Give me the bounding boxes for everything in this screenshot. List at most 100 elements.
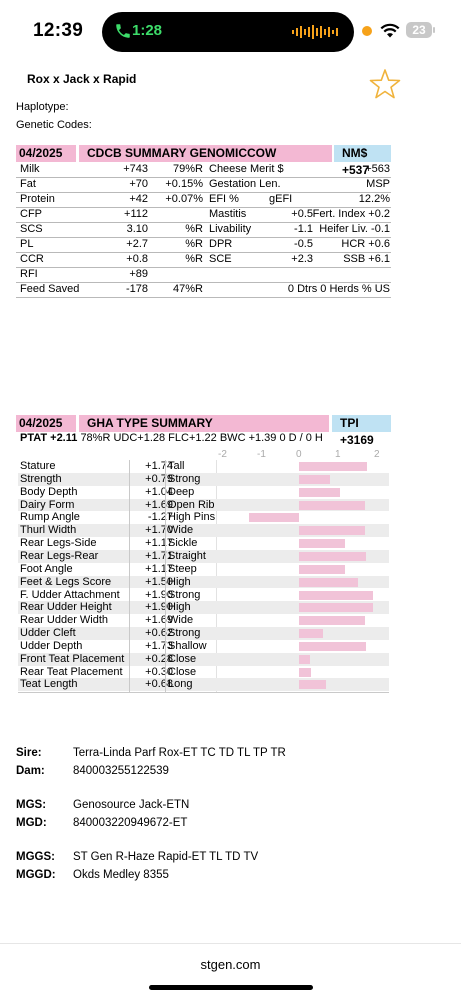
- trait-value: +1.04: [145, 485, 173, 498]
- trait-name: Udder Cleft: [20, 627, 76, 640]
- genomic-cell: %R: [185, 253, 203, 265]
- genomic-cell: MSP: [366, 178, 390, 190]
- genomic-cell: DPR: [209, 238, 233, 250]
- recording-indicator: [362, 26, 372, 36]
- trait-name: Udder Depth: [20, 639, 83, 652]
- home-indicator[interactable]: [149, 985, 313, 990]
- pedigree-value: 840003220949672-ET: [73, 817, 188, 829]
- genomic-cell: Feed Saved: [20, 283, 80, 295]
- website-link[interactable]: stgen.com: [200, 957, 261, 972]
- trait-bar: [299, 551, 366, 561]
- pedigree-label: MGGS:: [16, 851, 55, 863]
- trait-descriptor: Straight: [168, 549, 206, 562]
- trait-row: Rear Legs-Rear +1.71 Straight: [18, 549, 389, 563]
- trait-bar: [299, 590, 374, 600]
- trait-row: Udder Depth +1.73 Shallow: [18, 640, 389, 653]
- trait-descriptor: Steep: [168, 562, 197, 575]
- trait-value: +0.30: [145, 665, 173, 678]
- trait-descriptor: Wide: [168, 524, 194, 537]
- genomic-cell: %R: [185, 238, 203, 250]
- trait-bar: [299, 462, 367, 471]
- scale-tick-label: 0: [296, 449, 302, 460]
- pedigree-label: MGGD:: [16, 869, 56, 881]
- genomic-cell: CFP: [20, 208, 42, 220]
- trait-descriptor: Close: [168, 652, 197, 665]
- genomic-cell: 47%R: [173, 283, 203, 295]
- trait-value: +0.28: [145, 652, 173, 665]
- trait-bar: [299, 616, 365, 626]
- pedigree-label: Dam:: [16, 765, 45, 777]
- trait-bar: [299, 641, 367, 651]
- trait-name: Body Depth: [20, 485, 78, 498]
- trait-name: Teat Length: [20, 678, 78, 691]
- genomic-cell: Protein: [20, 193, 55, 205]
- genetic-codes-label: Genetic Codes:: [16, 119, 92, 131]
- genomic-row: RFI +89: [16, 267, 391, 283]
- genomic-cell: 3.10: [126, 223, 148, 235]
- trait-name: F. Udder Attachment: [20, 588, 120, 601]
- trait-value: +1.69: [145, 614, 173, 627]
- genomic-cell: RFI: [20, 268, 38, 280]
- trait-name: Rear Legs-Side: [20, 537, 97, 550]
- favorite-star-icon[interactable]: [369, 68, 401, 100]
- trait-value: +0.62: [145, 627, 173, 640]
- trait-row: Feet & Legs Score +1.50 High: [18, 575, 389, 589]
- genomic-summary-header: 04/2025 CDCB SUMMARY GENOMICCOW NM$ +537: [16, 145, 391, 177]
- trait-name: Rear Udder Width: [20, 614, 109, 627]
- trait-bar: [299, 603, 374, 613]
- column-separator: [165, 460, 166, 692]
- genomic-date: 04/2025: [16, 145, 76, 162]
- wifi-icon: [380, 23, 400, 38]
- column-separator: [129, 460, 130, 692]
- genomic-cell: +42: [129, 193, 148, 205]
- pedigree-value: ST Gen R-Haze Rapid-ET TL TD TV: [73, 851, 259, 863]
- trait-row: Rump Angle -1.27 High Pins: [18, 511, 389, 524]
- genomic-cell: gEFI: [269, 193, 293, 205]
- trait-descriptor: Close: [168, 665, 197, 678]
- trait-row: Stature +1.74 Tall: [18, 460, 389, 473]
- trait-value: +1.90: [145, 588, 173, 601]
- trait-bar: [299, 474, 330, 484]
- trait-row: F. Udder Attachment +1.90 Strong: [18, 589, 389, 602]
- genomic-cell: Mastitis: [209, 208, 247, 220]
- dynamic-island[interactable]: 1:28: [102, 12, 354, 52]
- genomic-cell: +563: [365, 163, 390, 175]
- phone-icon: [116, 24, 130, 38]
- trait-value: +0.68: [145, 678, 173, 691]
- trait-descriptor: High: [168, 601, 191, 614]
- genomic-cell: EFI %: [209, 193, 239, 205]
- trait-row: Front Teat Placement +0.28 Close: [18, 652, 389, 666]
- trait-name: Feet & Legs Score: [20, 575, 112, 588]
- trait-value: +1.73: [145, 639, 173, 652]
- trait-name: Strength: [20, 472, 62, 485]
- scale-tick-label: -2: [218, 449, 227, 460]
- trait-name: Rear Udder Height: [20, 601, 112, 614]
- genomic-cell: +112: [124, 208, 148, 220]
- genomic-cell: +0.8: [126, 253, 148, 265]
- trait-name: Rump Angle: [20, 511, 80, 524]
- trait-descriptor: High Pins: [168, 511, 216, 524]
- trait-value: +1.17: [145, 562, 173, 575]
- genomic-cell: Milk: [20, 163, 40, 175]
- scale-tick-label: 2: [374, 449, 380, 460]
- genomic-cell: Fert. Index +0.2: [312, 208, 390, 220]
- tpi-badge: TPI +3169: [332, 415, 391, 447]
- genomic-cell: Livability: [209, 223, 252, 235]
- trait-descriptor: Strong: [168, 472, 201, 485]
- trait-bar: [299, 487, 340, 497]
- trait-value: +1.74: [145, 460, 173, 472]
- nm-dollar-badge: NM$ +537: [334, 145, 391, 177]
- scale-tick-label: -1: [257, 449, 266, 460]
- genomic-cell: Heifer Liv. -0.1: [319, 223, 390, 235]
- genomic-cell: 79%R: [173, 163, 203, 175]
- type-table-bottom-border: [18, 692, 389, 693]
- bull-name: Rox x Jack x Rapid: [27, 72, 137, 86]
- trait-name: Thurl Width: [20, 524, 77, 537]
- ptat-details: 78%R UDC+1.28 FLC+1.22 BWC +1.39 0 D / 0…: [80, 432, 323, 444]
- trait-row: Body Depth +1.04 Deep: [18, 486, 389, 499]
- pedigree-label: Sire:: [16, 747, 42, 759]
- trait-descriptor: Long: [168, 678, 193, 691]
- pedigree-value: Terra-Linda Parf Rox-ET TC TD TL TP TR: [73, 747, 286, 759]
- pedigree-value: Okds Medley 8355: [73, 869, 169, 881]
- genomic-cell: PL: [20, 238, 34, 250]
